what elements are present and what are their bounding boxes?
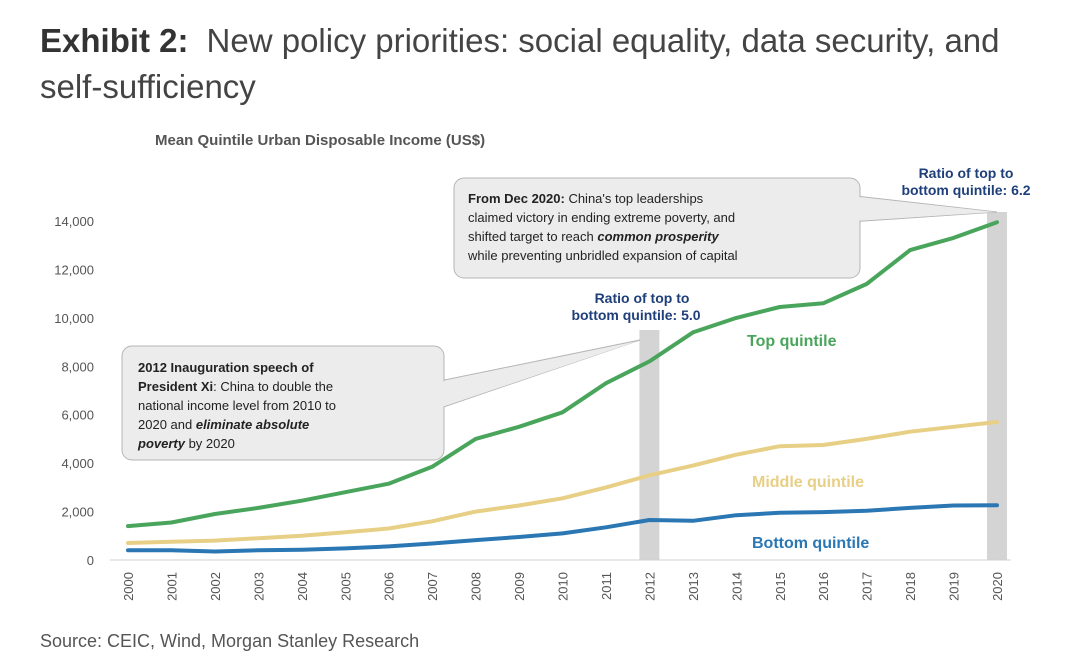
callout-text-part: shifted target to reach <box>468 229 597 244</box>
exhibit-number: Exhibit 2: <box>40 22 189 59</box>
x-tick-label: 2009 <box>512 572 527 601</box>
y-tick-label: 12,000 <box>54 262 94 277</box>
callout-text-part: 2020 and <box>138 417 196 432</box>
series-label-0: Top quintile <box>747 333 837 350</box>
callout-text-part: From Dec 2020: <box>468 191 565 206</box>
chart-title: Mean Quintile Urban Disposable Income (U… <box>155 132 486 149</box>
callout-2020-line: while preventing unbridled expansion of … <box>467 248 738 263</box>
y-tick-label: 8,000 <box>61 359 94 374</box>
exhibit-title-text: New policy priorities: social equality, … <box>40 22 1000 105</box>
series-line-1 <box>126 420 999 545</box>
callout-text-part: claimed victory in ending extreme povert… <box>468 210 735 225</box>
x-tick-label: 2012 <box>642 572 657 601</box>
y-tick-label: 2,000 <box>61 505 94 520</box>
highlight-bars <box>639 212 1007 560</box>
series-label-1: Middle quintile <box>752 474 864 491</box>
callout-pointer-fill-2012 <box>421 341 638 414</box>
callout-text-part: eliminate absolute <box>196 417 309 432</box>
callout-2012-line: President Xi: China to double the <box>138 379 333 394</box>
callout-2012-line: poverty by 2020 <box>137 436 235 451</box>
exhibit-title: Exhibit 2: New policy priorities: social … <box>40 18 1060 110</box>
ratio-label-line1: Ratio of top to <box>919 165 1014 181</box>
y-tick-label: 10,000 <box>54 311 94 326</box>
x-tick-label: 2000 <box>121 572 136 601</box>
x-tick-label: 2007 <box>425 572 440 601</box>
x-tick-label: 2002 <box>208 572 223 601</box>
x-tick-label: 2011 <box>599 572 614 600</box>
callout-text-part: 2012 Inauguration speech of <box>138 360 314 375</box>
series-line-2 <box>126 503 999 554</box>
ratio-label-line1: Ratio of top to <box>595 290 690 306</box>
callout-text-part: by 2020 <box>185 436 235 451</box>
x-tick-label: 2004 <box>295 572 310 601</box>
y-tick-label: 6,000 <box>61 408 94 423</box>
x-tick-label: 2014 <box>729 572 744 601</box>
x-tick-label: 2018 <box>903 572 918 601</box>
highlight-bar-2012 <box>639 330 660 560</box>
y-tick-label: 4,000 <box>61 456 94 471</box>
callout-text-part: China's top leaderships <box>565 191 704 206</box>
callout-text-part: : China to double the <box>213 379 333 394</box>
x-tick-label: 2020 <box>990 572 1005 601</box>
callout-2012-line: national income level from 2010 to <box>138 398 336 413</box>
chart-labels: Top quintile Middle quintile Bottom quinti… <box>571 165 1030 552</box>
callout-2020-line: claimed victory in ending extreme povert… <box>468 210 735 225</box>
callout-box-2020 <box>453 177 861 279</box>
x-tick-label: 2001 <box>164 572 179 601</box>
x-tick-label: 2013 <box>686 572 701 601</box>
x-tick-label: 2010 <box>556 572 571 601</box>
highlight-bar-2020 <box>987 212 1007 560</box>
axis: 0 2,000 4,000 6,000 8,000 10,000 12,000 14,000 2… <box>54 214 1011 601</box>
callout-text-part: common prosperity <box>597 229 719 244</box>
callout-text-part: national income level from 2010 to <box>138 398 336 413</box>
callout-2020-line: From Dec 2020: China's top leaderships <box>468 191 704 206</box>
x-tick-label: 2003 <box>251 572 266 601</box>
x-tick-label: 2015 <box>773 572 788 601</box>
x-tick-label: 2016 <box>816 572 831 601</box>
x-tick-label: 2017 <box>860 572 875 601</box>
callout-text-part: President Xi <box>138 379 213 394</box>
series-lines <box>126 220 999 554</box>
ratio-label-line2: bottom quintile: 6.2 <box>901 182 1030 198</box>
series-line-0 <box>126 220 999 529</box>
callout-2020-line: shifted target to reach common prosperit… <box>468 229 719 244</box>
y-tick-label: 0 <box>87 553 94 568</box>
callout-2012-line: 2020 and eliminate absolute <box>138 417 309 432</box>
callouts: 2012 Inauguration speech of President Xi:… <box>121 177 998 461</box>
callout-text-part: while preventing unbridled expansion of … <box>467 248 738 263</box>
callout-text-part: poverty <box>137 436 186 451</box>
x-tick-label: 2005 <box>338 572 353 601</box>
series-label-2: Bottom quintile <box>752 535 869 552</box>
x-tick-label: 2019 <box>947 572 962 601</box>
callout-pointer-fill-2020 <box>821 193 995 223</box>
source-note: Source: CEIC, Wind, Morgan Stanley Resea… <box>40 631 420 651</box>
callout-2012-line: 2012 Inauguration speech of <box>138 360 314 375</box>
y-tick-label: 14,000 <box>54 214 94 229</box>
x-tick-label: 2008 <box>469 572 484 601</box>
x-tick-label: 2006 <box>382 572 397 601</box>
ratio-label-line2: bottom quintile: 5.0 <box>571 307 700 323</box>
